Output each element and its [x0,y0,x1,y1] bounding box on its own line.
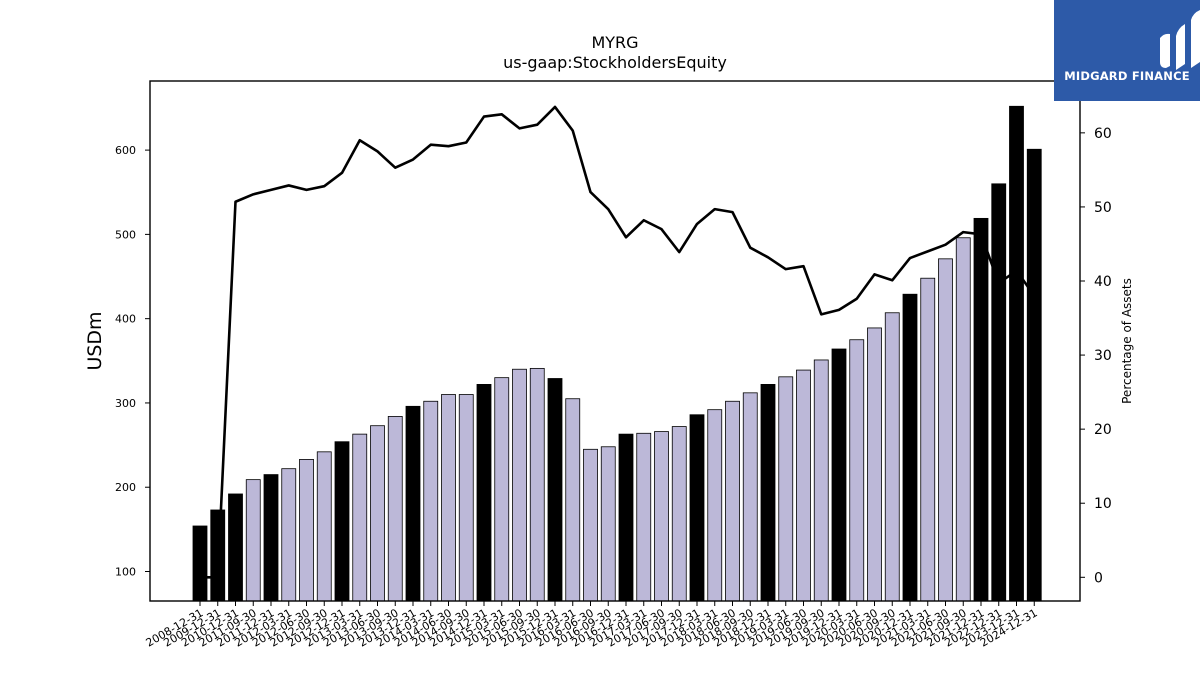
bar-2020-03-31 [849,339,865,602]
y-tick-label: 100 [115,566,136,579]
y-axis-left: 100 200 300 400 500 600 [115,144,150,579]
bar-2016-09-30 [600,446,616,602]
y2-tick-label: 20 [1094,422,1112,438]
bar-2019-12-31 [831,348,847,602]
bar-2023-12-31 [1009,105,1024,602]
bar-2017-03-31 [636,432,652,602]
bar-2013-12-31 [405,405,421,602]
bar-2019-03-31 [778,376,794,602]
bar-2011-12-31 [263,474,279,602]
bar-2015-03-31 [494,377,510,602]
line-layer [200,105,1036,579]
bar-2022-12-31 [991,183,1007,602]
bar-2021-03-31 [920,277,936,602]
chart-subtitle: us-gaap:StockholdersEquity [503,53,727,72]
bar-2021-09-30 [955,237,971,602]
bars-layer [192,105,1042,602]
bar-2020-09-30 [884,312,900,602]
y-tick-label: 200 [115,481,136,494]
y2-tick-label: 0 [1094,570,1103,586]
bar-2008-12-31 [192,525,208,602]
bar-2017-12-31 [689,414,705,602]
bar-2010-12-31 [228,493,243,602]
bar-2018-03-31 [707,409,723,602]
y-tick-label: 400 [115,313,136,326]
bar-2014-12-31 [476,384,492,602]
brand-name: MIDGARD FINANCE [1064,69,1190,83]
bar-2014-09-30 [458,394,474,602]
y2-tick-label: 10 [1094,496,1112,512]
bar-2016-06-30 [583,448,598,602]
bar-2017-06-30 [654,431,669,602]
bar-2019-06-30 [796,369,811,602]
bar-2015-06-30 [512,368,527,602]
y-tick-label: 500 [115,228,136,241]
assets-percentage-line [200,105,1036,579]
y-axis-right: 0 10 20 30 40 50 60 [1080,126,1112,586]
bar-2012-09-30 [316,451,332,602]
bar-2011-09-30 [245,479,261,602]
bar-2015-09-30 [529,367,545,602]
y2-axis-label: Percentage of Assets [1120,278,1134,404]
y-axis-label: USDm [84,311,106,370]
bar-2018-09-30 [742,392,758,602]
bar-2024-12-31 [1026,148,1042,602]
bar-2013-03-31 [352,433,368,602]
bar-2012-06-30 [299,459,314,602]
y2-tick-label: 50 [1094,200,1112,216]
x-axis: 2008-12-312009-12-312010-12-312011-09-30… [144,601,1040,650]
bar-2014-06-30 [441,394,456,602]
bar-2018-12-31 [760,384,776,602]
bar-2013-06-30 [370,425,385,602]
y2-tick-label: 40 [1094,274,1112,290]
plot-frame [149,80,1081,602]
y-tick-label: 600 [115,144,136,157]
y2-tick-label: 60 [1094,126,1112,142]
bar-2021-06-30 [938,258,953,602]
bar-2013-09-30 [387,416,403,602]
bar-2014-03-31 [423,400,439,602]
midgard-logo-icon [1160,10,1200,70]
chart-title: MYRG [591,33,638,52]
bar-2016-12-31 [618,433,634,602]
bar-2012-03-31 [281,468,297,602]
bar-2019-09-30 [813,359,829,602]
brand-logo: MIDGARD FINANCE [1054,0,1200,101]
bar-2016-03-31 [565,398,581,602]
y2-tick-label: 30 [1094,348,1112,364]
bar-2017-09-30 [671,426,687,602]
bar-2018-06-30 [725,400,740,602]
bar-2020-12-31 [902,293,918,602]
bar-2021-12-31 [973,217,989,602]
bar-2020-06-30 [867,327,882,602]
y-tick-label: 300 [115,397,136,410]
bar-2012-12-31 [334,441,350,602]
bar-2015-12-31 [547,378,563,602]
